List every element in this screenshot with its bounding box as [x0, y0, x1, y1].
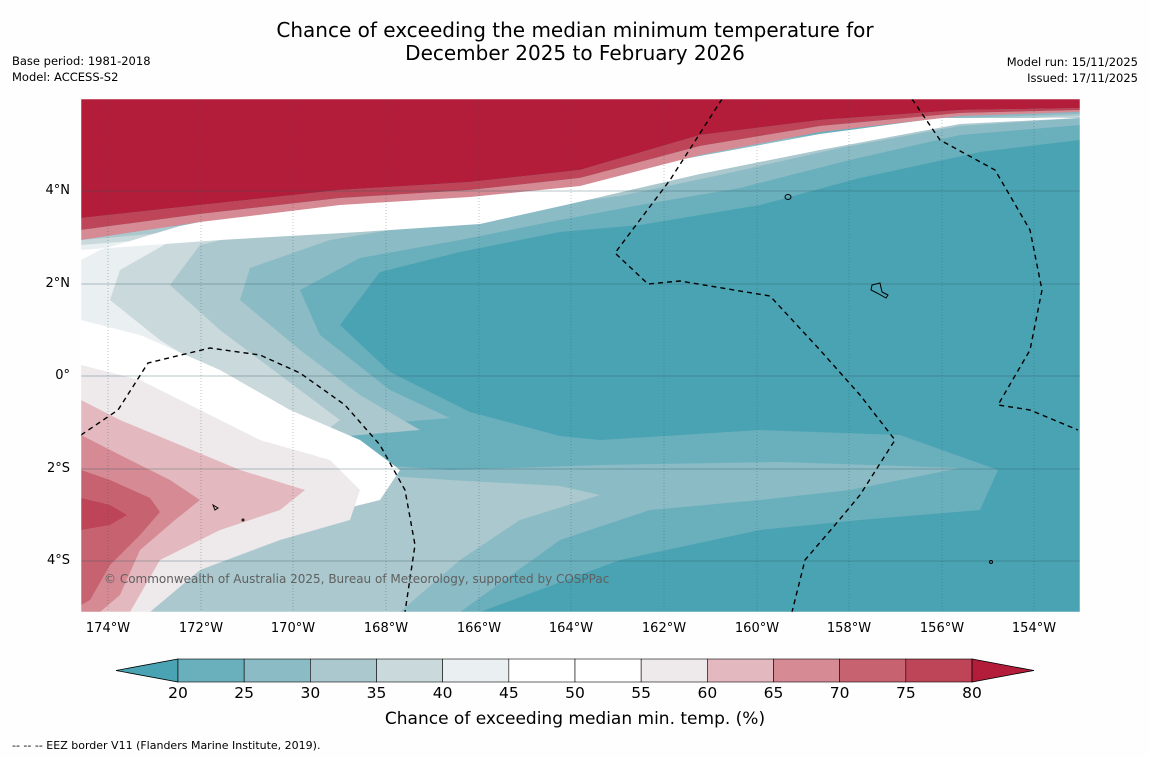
lon-label: 170°W: [270, 621, 316, 636]
colorbar-tick-label: 55: [631, 684, 652, 702]
colorbar-tick-label: 25: [234, 684, 255, 702]
model-name: Model: ACCESS-S2: [12, 70, 119, 84]
lon-label: 174°W: [85, 621, 131, 636]
eez-border-east: [911, 99, 1079, 431]
colorbar-swatch: [640, 658, 708, 683]
band-75: [81, 498, 127, 530]
latitude-gridlines: [81, 190, 1080, 562]
islands: [211, 194, 993, 564]
copyright-notice: © Commonwealth of Australia 2025, Bureau…: [104, 572, 610, 586]
colorbar-swatch: [177, 658, 245, 683]
chart-title-line2: December 2025 to February 2026: [405, 41, 745, 65]
colorbar-tick-label: 65: [763, 684, 784, 702]
colorbar: [115, 658, 1035, 683]
lon-label: 168°W: [363, 621, 409, 636]
colorbar-tick-label: 70: [829, 684, 850, 702]
meta-right: Model run: 15/11/2025 Issued: 17/11/2025: [1007, 54, 1138, 86]
eez-borders: [81, 99, 1079, 612]
band-30-north: [81, 112, 1080, 430]
eez-legend-note: -- -- -- EEZ border V11 (Flanders Marine…: [12, 739, 321, 752]
lat-label: 4°S: [46, 553, 70, 568]
island-outline: [989, 560, 993, 564]
map-area: [81, 99, 1080, 612]
lat-label: 0°: [55, 368, 70, 383]
colorbar-tick-label: 30: [300, 684, 321, 702]
eez-border-central: [614, 99, 896, 612]
colorbar-title: Chance of exceeding median min. temp. (%…: [384, 709, 766, 729]
lat-label: 2°S: [46, 461, 70, 476]
island-outline: [784, 194, 792, 200]
band-60: [81, 400, 305, 612]
lon-label: 172°W: [178, 621, 224, 636]
band-50-north: [81, 118, 1080, 260]
meta-left: Base period: 1981-2018 Model: ACCESS-S2: [12, 53, 151, 85]
colorbar-tick-label: 75: [895, 684, 916, 702]
lon-label: 166°W: [456, 621, 502, 636]
island-outline: [870, 282, 889, 299]
colorbar-swatch: [773, 658, 840, 683]
map-frame: [80, 98, 1081, 613]
colorbar-swatch: [707, 658, 774, 683]
colorbar-swatch: [839, 658, 907, 683]
colorbar-tick-label: 60: [697, 684, 718, 702]
colorbar-tick-label: 20: [168, 684, 188, 702]
eez-border-west: [81, 347, 416, 612]
colorbar-swatch: [243, 658, 311, 683]
lat-label: 4°N: [45, 183, 71, 198]
lat-label: 2°N: [45, 276, 71, 291]
colorbar-tick-label: 50: [565, 684, 585, 702]
colorbar-extend-low: [115, 658, 179, 683]
colorbar-swatch: [508, 658, 576, 683]
base-period: Base period: 1981-2018: [12, 54, 151, 68]
island-outline: [241, 518, 245, 522]
colorbar-swatch: [310, 658, 377, 683]
colorbar-tick-label: 35: [366, 684, 387, 702]
colorbar-swatch: [574, 658, 642, 683]
lon-label: 154°W: [1011, 621, 1057, 636]
lon-label: 162°W: [641, 621, 687, 636]
lon-label: 164°W: [548, 621, 594, 636]
band-80-north: [81, 99, 1080, 218]
colorbar-extend-high: [971, 658, 1035, 683]
lon-label: 160°W: [734, 621, 780, 636]
colorbar-swatch: [905, 658, 973, 683]
colorbar-swatch: [442, 658, 510, 683]
chart-title-line1: Chance of exceeding the median minimum t…: [276, 18, 874, 42]
model-run: Model run: 15/11/2025: [1006, 55, 1138, 69]
lon-label: 156°W: [919, 621, 965, 636]
island-outline: [211, 503, 219, 511]
colorbar-tick-label: 45: [498, 684, 519, 702]
colorbar-tick-label: 80: [962, 684, 982, 702]
colorbar-swatch: [376, 658, 443, 683]
lon-label: 158°W: [826, 621, 872, 636]
colorbar-tick-label: 40: [432, 684, 453, 702]
issued-date: Issued: 17/11/2025: [1027, 71, 1138, 85]
